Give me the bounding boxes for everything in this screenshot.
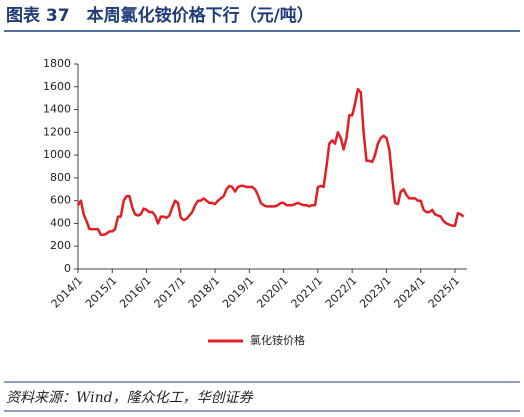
x-tick-label: 2018/1	[186, 274, 223, 311]
x-tick-label: 2015/1	[83, 274, 120, 311]
x-tick-label: 2017/1	[152, 274, 189, 311]
y-tick-label: 1600	[43, 80, 71, 93]
y-tick-label: 200	[50, 239, 71, 252]
y-tick-label: 0	[64, 262, 71, 275]
x-tick-label: 2025/1	[426, 274, 463, 311]
y-tick-label: 800	[50, 171, 71, 184]
y-tick-label: 1200	[43, 125, 71, 138]
y-tick-label: 1800	[43, 57, 71, 70]
x-tick-label: 2020/1	[254, 274, 291, 311]
x-tick-label: 2019/1	[220, 274, 257, 311]
chart-title: 图表 37 本周氯化铵价格下行（元/吨）	[6, 5, 314, 26]
source: 资料来源：Wind，隆众化工，华创证券	[6, 390, 254, 406]
legend-label: 氯化铵价格	[250, 333, 305, 347]
line	[76, 87, 465, 237]
x-tick-label: 2021/1	[289, 274, 326, 311]
y-tick-label: 400	[50, 216, 71, 229]
y-tick-label: 1400	[43, 103, 71, 116]
x-tick-label: 2022/1	[323, 274, 360, 311]
x-tick-label: 2016/1	[117, 274, 154, 311]
x-tick-label: 2023/1	[357, 274, 394, 311]
x-tick-label: 2014/1	[49, 274, 86, 311]
x-tick-label: 2024/1	[391, 274, 428, 311]
y-tick-label: 1000	[43, 148, 71, 161]
y-tick-label: 600	[50, 194, 71, 207]
